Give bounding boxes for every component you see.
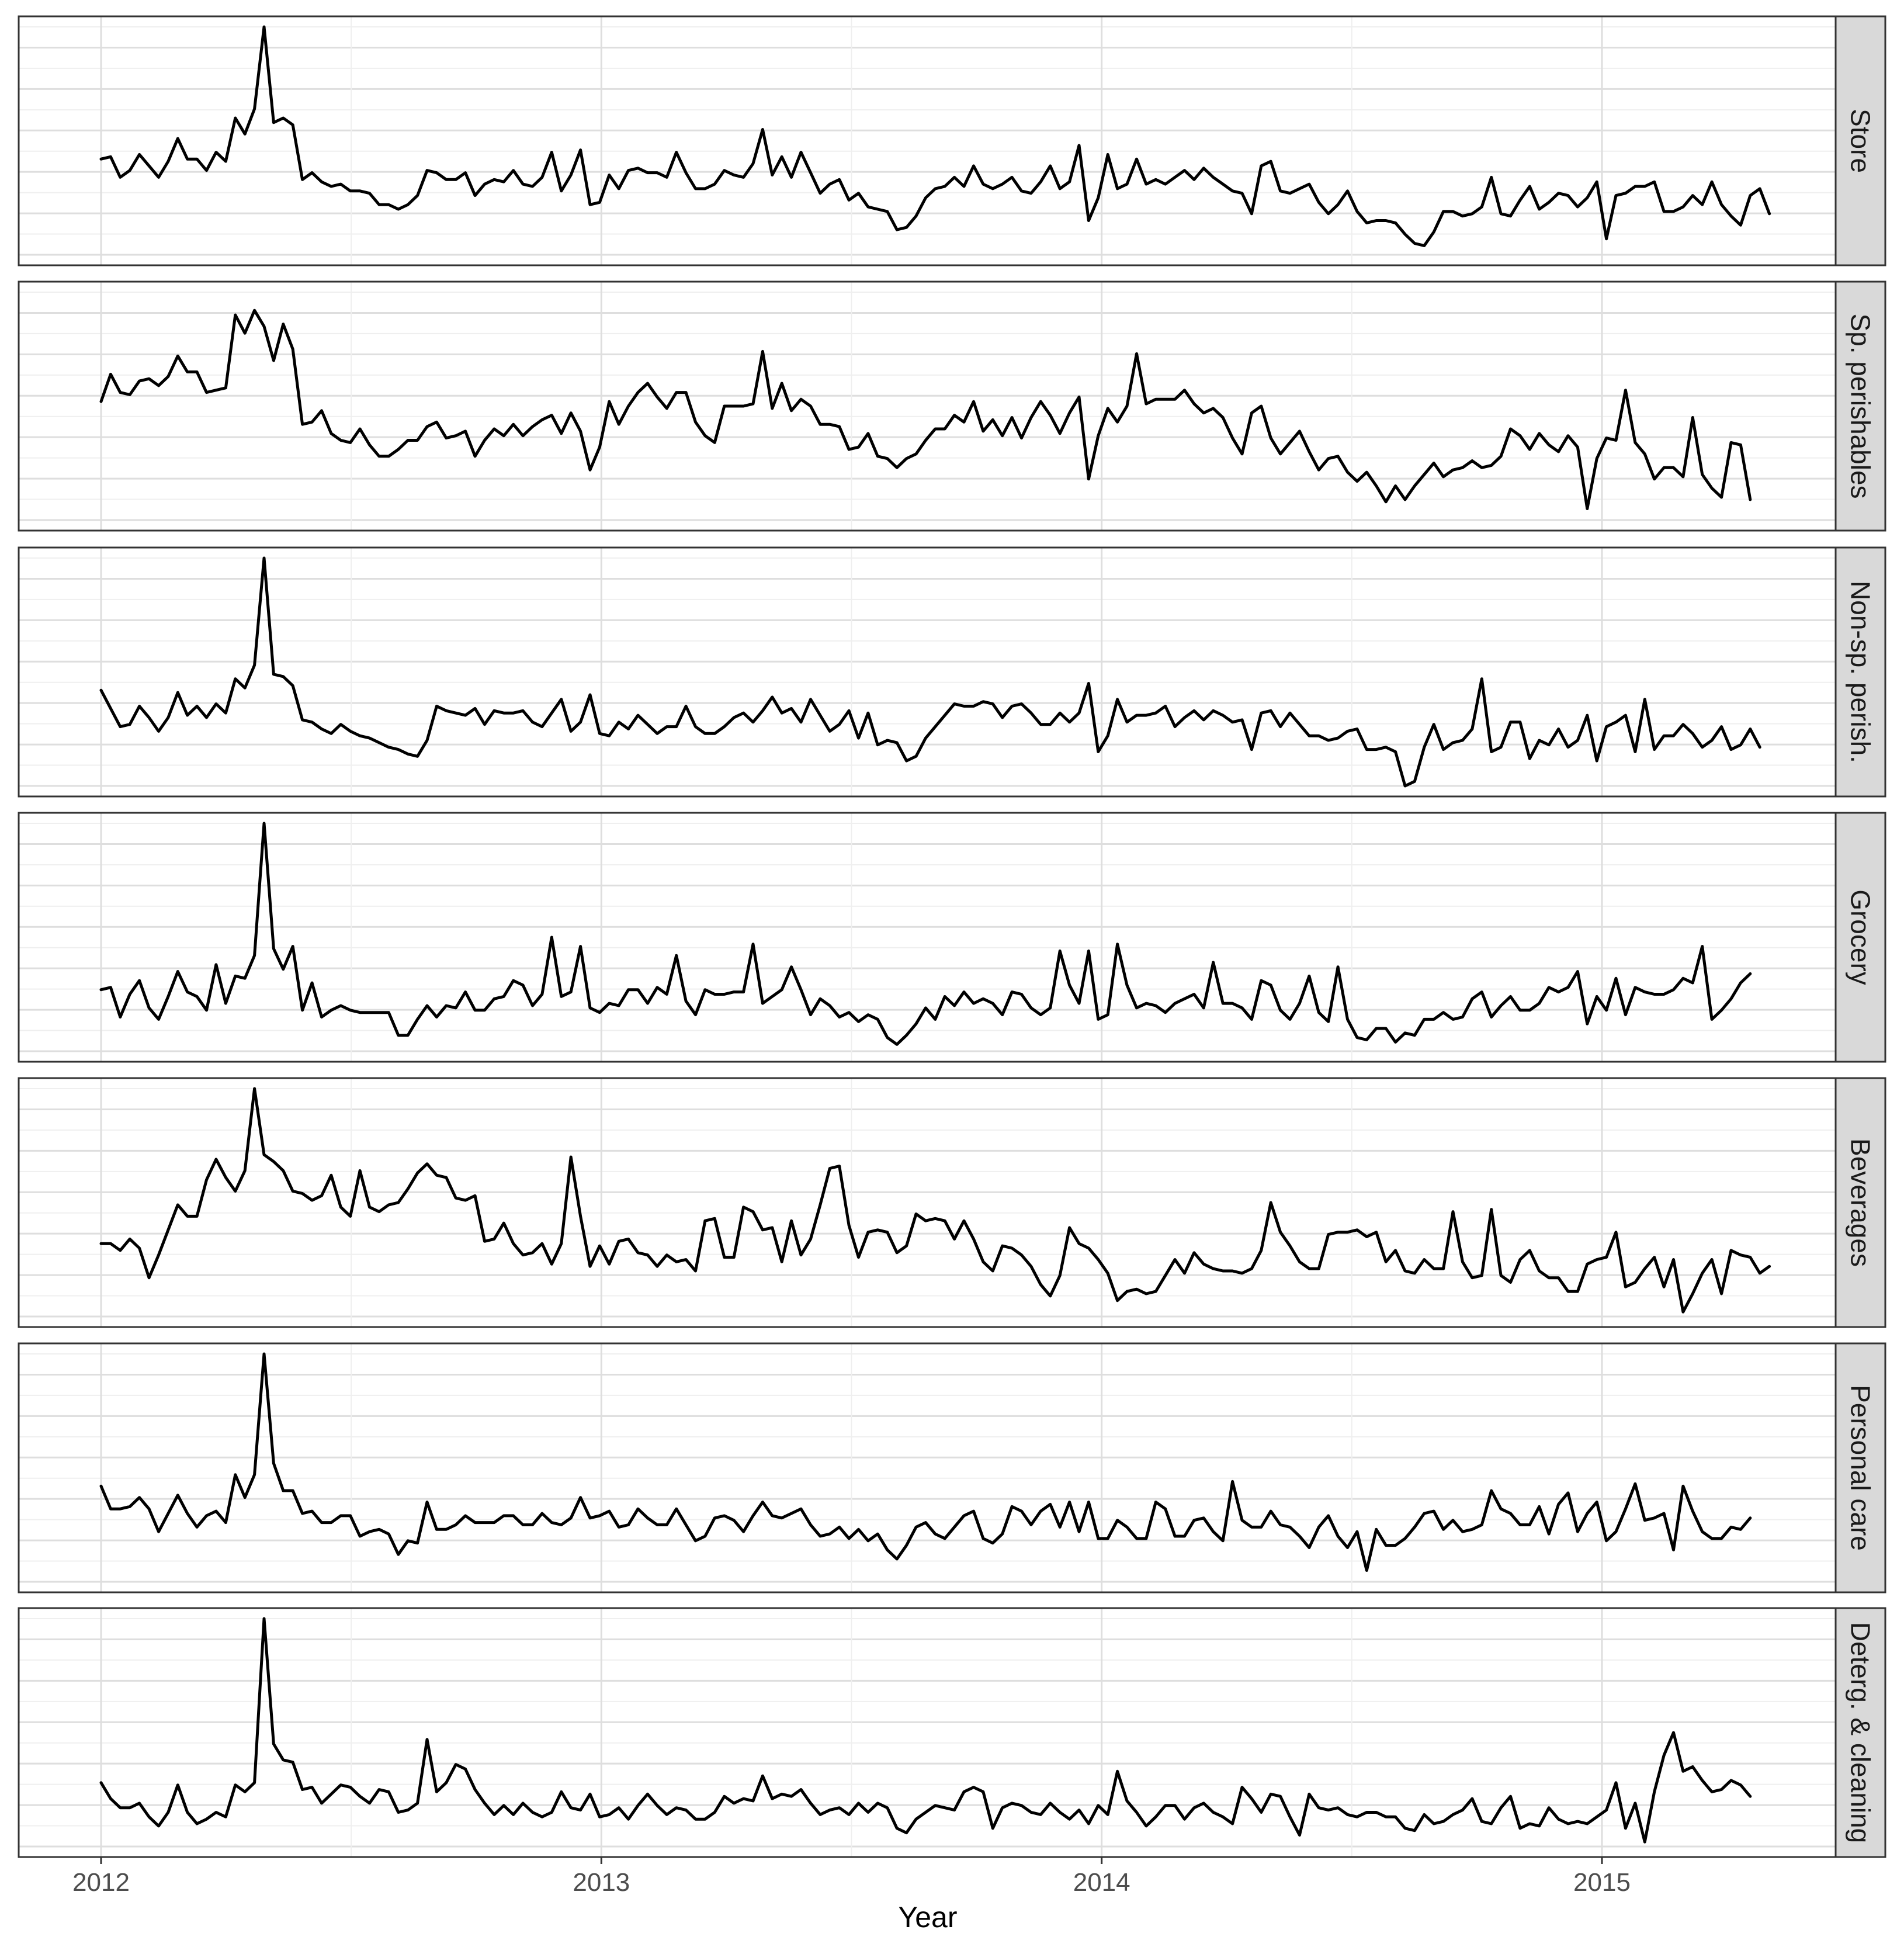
facet-strip xyxy=(1834,15,1886,266)
series-line-personal-care xyxy=(99,1352,1752,1572)
series-line-beverages xyxy=(99,1087,1771,1314)
facet-strip-label: Grocery xyxy=(1846,889,1876,985)
panel-sp-perishables: Sp. perishables xyxy=(18,280,1886,532)
x-tick-label: 2015 xyxy=(1573,1868,1631,1897)
series-line-sp-perishables xyxy=(99,309,1752,510)
series-line-store xyxy=(99,25,1771,247)
panel-background xyxy=(19,1343,1836,1592)
facet-strip xyxy=(1834,280,1886,532)
x-tick-label: 2012 xyxy=(72,1868,130,1897)
panel-non-sp-perish: Non-sp. perish. xyxy=(18,546,1886,798)
facet-strip xyxy=(1834,546,1886,798)
facet-strip-label: Deterg. & cleaning xyxy=(1846,1622,1876,1843)
facet-strip xyxy=(1834,812,1886,1063)
panel-background xyxy=(19,1078,1836,1327)
series-line-non-sp-perish xyxy=(99,556,1761,788)
x-tick-label: 2014 xyxy=(1073,1868,1130,1897)
x-axis: 2012 2013 2014 2015 xyxy=(72,1857,1631,1897)
series-line-deterg-cleaning xyxy=(99,1617,1752,1844)
facet-strip xyxy=(1834,1077,1886,1328)
panel-deterg-cleaning: Deterg. & cleaning xyxy=(18,1607,1886,1858)
panel-beverages: Beverages xyxy=(18,1077,1886,1328)
panel-background xyxy=(19,813,1836,1062)
facet-strip-label: Non-sp. perish. xyxy=(1846,581,1876,763)
panel-personal-care: Personal care xyxy=(18,1342,1886,1593)
panel-background xyxy=(19,16,1836,265)
facet-strip-label: Sp. perishables xyxy=(1846,313,1876,498)
panel-grocery: Grocery xyxy=(18,812,1886,1063)
facet-strip-label: Store xyxy=(1846,109,1876,173)
x-tick-label: 2013 xyxy=(573,1868,630,1897)
panel-background xyxy=(19,282,1836,531)
facet-strip-label: Personal care xyxy=(1846,1385,1876,1551)
panel-store: Store xyxy=(18,15,1886,266)
panel-background xyxy=(19,548,1836,796)
x-axis-title: Year xyxy=(898,1901,957,1934)
facet-strip xyxy=(1834,1607,1886,1858)
facet-strip-label: Beverages xyxy=(1846,1138,1876,1267)
series-line-grocery xyxy=(99,822,1752,1046)
panel-background xyxy=(19,1608,1836,1857)
facet-strip xyxy=(1834,1342,1886,1593)
